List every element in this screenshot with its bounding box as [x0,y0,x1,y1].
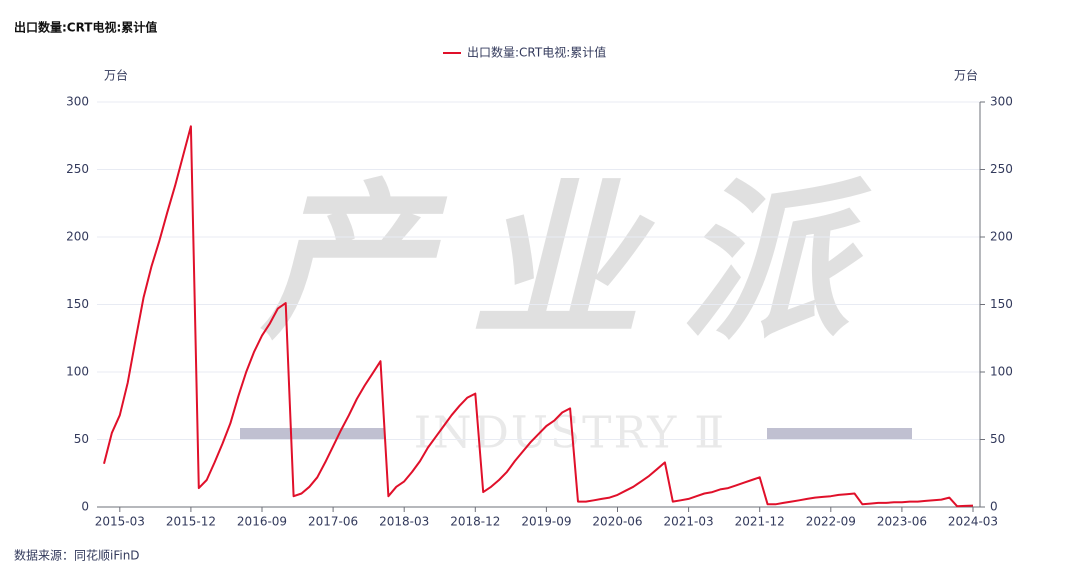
x-tick-label: 2021-12 [735,515,785,529]
x-tick-label: 2022-09 [806,515,856,529]
y-tick-label: 250 [66,162,89,176]
y2-tick-label: 200 [990,230,1013,244]
x-tick-label: 2023-06 [877,515,927,529]
watermark-bar [767,428,912,439]
x-tick-label: 2024-03 [948,515,998,529]
y-tick-label: 100 [66,365,89,379]
y2-tick-label: 150 [990,297,1013,311]
watermark-title: 产业派 [260,164,890,362]
watermark-bar [240,428,385,439]
y2-tick-label: 300 [990,95,1013,109]
x-tick-label: 2016-09 [237,515,287,529]
y-tick-label: 50 [74,432,89,446]
x-tick-label: 2015-03 [95,515,145,529]
y-tick-label: 150 [66,297,89,311]
x-tick-label: 2018-12 [450,515,500,529]
x-tick-label: 2019-09 [521,515,571,529]
y2-tick-label: 50 [990,432,1005,446]
watermark: 产业派 INDUSTRY Ⅱ [240,164,912,459]
y2-tick-label: 100 [990,365,1013,379]
watermark-subtitle: INDUSTRY Ⅱ [414,408,726,459]
legend-label: 出口数量:CRT电视:累计值 [467,45,606,60]
x-tick-label: 2021-03 [664,515,714,529]
y-tick-label: 0 [81,500,89,514]
chart-title: 出口数量:CRT电视:累计值 [14,20,157,35]
y2-tick-label: 0 [990,500,998,514]
y-tick-label: 200 [66,230,89,244]
y2-axis-label: 万台 [954,68,978,83]
x-tick-label: 2018-03 [379,515,429,529]
line-series [103,125,974,508]
x-tick-label: 2015-12 [166,515,216,529]
source: 数据来源：同花顺iFinD [14,548,140,563]
x-tick-label: 2020-06 [592,515,642,529]
x-tick-label: 2017-06 [308,515,358,529]
y-tick-label: 300 [66,95,89,109]
y2-tick-label: 250 [990,162,1013,176]
y-axis-label: 万台 [104,68,128,83]
